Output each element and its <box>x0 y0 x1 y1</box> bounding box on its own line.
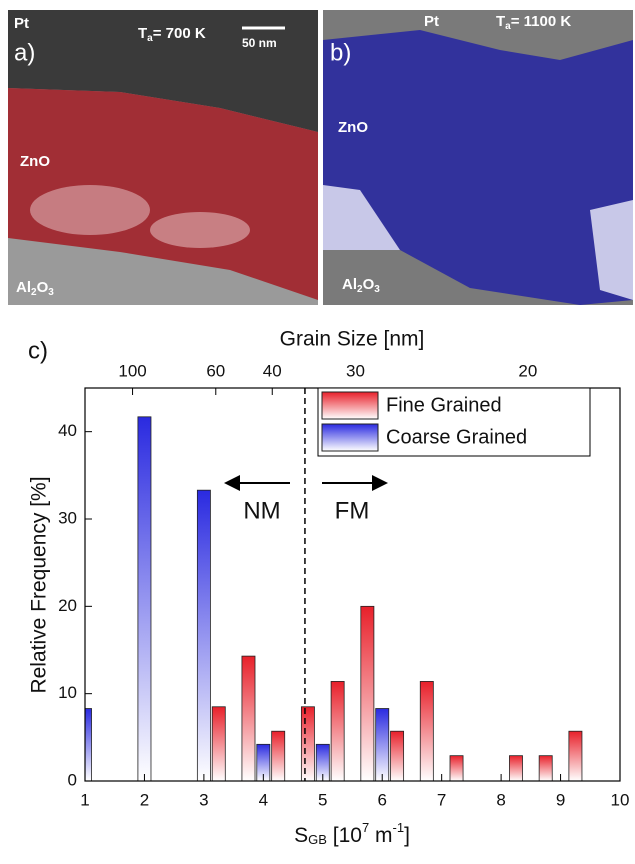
x-tick-label: 5 <box>318 790 327 809</box>
annotation: NM <box>243 497 280 524</box>
bar <box>375 708 390 781</box>
x-tick-label: 9 <box>556 790 565 809</box>
bar <box>390 730 405 781</box>
x-tick-label: 3 <box>199 790 208 809</box>
bar <box>538 755 553 781</box>
label: ZnO <box>20 153 50 170</box>
label: Ta= 700 K <box>138 25 206 44</box>
x-tick-label: 1 <box>80 790 89 809</box>
y-tick-label: 30 <box>58 508 77 527</box>
bar <box>196 489 211 781</box>
y-tick-label: 40 <box>58 421 77 440</box>
x2-tick-label: 100 <box>118 361 146 380</box>
label: 50 nm <box>242 36 277 50</box>
y-tick-label: 20 <box>58 596 77 615</box>
label: Pt <box>424 13 439 30</box>
x2-tick-label: 40 <box>263 361 282 380</box>
label: Al2O3 <box>16 279 54 298</box>
label: Ta= 1100 K <box>496 13 571 32</box>
label: a) <box>14 39 35 66</box>
bar <box>509 755 523 781</box>
bar <box>271 730 286 781</box>
bar <box>300 706 315 781</box>
label: Pt <box>14 15 29 32</box>
legend-swatch <box>321 391 379 420</box>
label: b) <box>330 39 351 66</box>
panel-label: c) <box>28 337 48 364</box>
x2-tick-label: 20 <box>518 361 537 380</box>
x-axis-label: SGB [107 m-1] <box>294 820 410 847</box>
x-tick-label: 2 <box>140 790 149 809</box>
bar <box>360 605 375 781</box>
micrograph-b: Pt b) Ta= 1100 K ZnO Al2O3 <box>323 10 633 305</box>
x-tick-label: 4 <box>259 790 268 809</box>
x2-axis-label: Grain Size [nm] <box>280 328 425 351</box>
x-tick-label: 10 <box>611 790 630 809</box>
x2-tick-label: 30 <box>346 361 365 380</box>
x-tick-label: 7 <box>437 790 446 809</box>
bar <box>211 706 226 781</box>
annotation: FM <box>335 497 370 524</box>
y-tick-label: 10 <box>58 683 77 702</box>
legend-label: Fine Grained <box>386 394 502 416</box>
bar <box>419 681 434 781</box>
bar <box>315 743 330 781</box>
x2-tick-label: 60 <box>206 361 225 380</box>
x-tick-label: 6 <box>377 790 386 809</box>
label: ZnO <box>338 119 368 136</box>
label: Al2O3 <box>342 276 380 295</box>
bar <box>449 755 464 781</box>
bar <box>137 416 152 781</box>
bar <box>568 730 583 781</box>
y-axis-label: Relative Frequency [%] <box>28 476 51 693</box>
bar <box>330 681 345 781</box>
micrograph-a: Pt a) Ta= 700 K 50 nm ZnO Al2O3 <box>8 10 318 305</box>
bar <box>241 655 256 781</box>
bars <box>85 416 583 781</box>
y-tick-label: 0 <box>68 770 77 789</box>
x-tick-label: 8 <box>496 790 505 809</box>
legend-label: Coarse Grained <box>386 426 527 448</box>
legend-swatch <box>321 423 379 452</box>
bar <box>256 743 271 781</box>
